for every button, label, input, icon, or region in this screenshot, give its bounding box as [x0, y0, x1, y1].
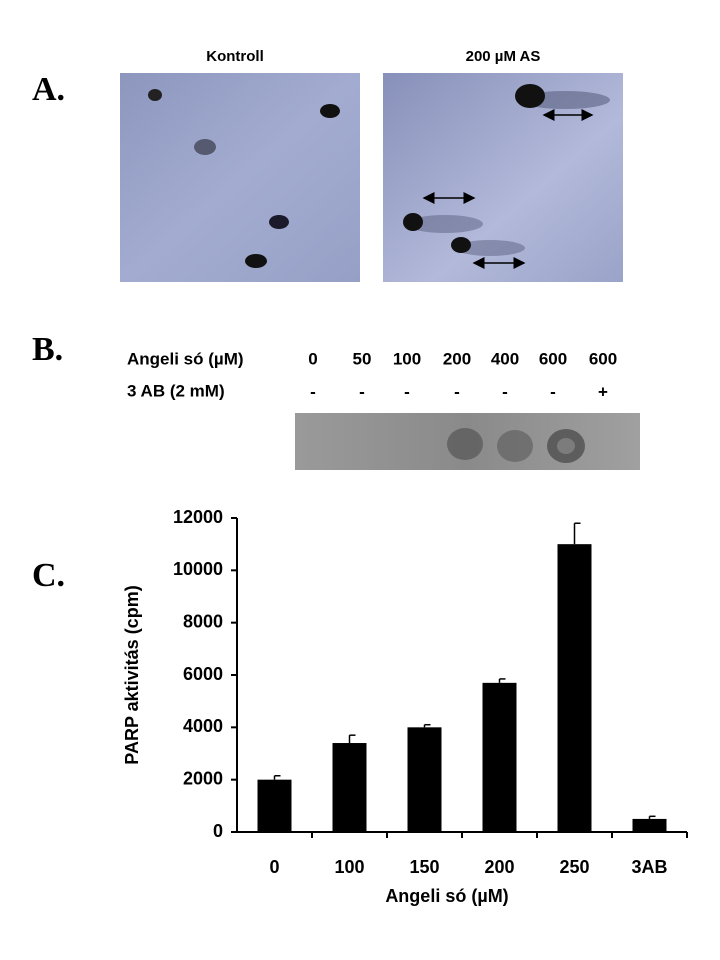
- y-tick-label: 6000: [183, 664, 223, 684]
- lane-label: 400: [491, 349, 519, 368]
- lane-sign: -: [550, 382, 556, 401]
- lane-sign: -: [310, 382, 316, 401]
- x-tick-label: 3AB: [631, 857, 667, 877]
- y-tick-label: 10000: [173, 559, 223, 579]
- error-bar: [423, 723, 431, 728]
- bar: [407, 727, 442, 832]
- image-caption: Kontroll: [206, 48, 264, 65]
- error-bar: [348, 734, 356, 744]
- panel-label: C.: [32, 557, 65, 594]
- bar: [482, 682, 517, 832]
- x-tick-label: 150: [409, 857, 439, 877]
- lane-label: 0: [308, 349, 317, 368]
- blot-row-label: 3 AB (2 mM): [127, 381, 225, 400]
- image-caption: 200 µM AS: [466, 48, 541, 65]
- x-tick-label: 100: [334, 857, 364, 877]
- lane-sign: -: [404, 382, 410, 401]
- blot-row-label: Angeli só (µM): [127, 349, 244, 368]
- lane-label: 50: [353, 349, 372, 368]
- panel-label: A.: [32, 71, 65, 108]
- lane-label: 600: [589, 349, 617, 368]
- error-bar: [573, 522, 581, 545]
- comet-image: [383, 73, 623, 282]
- error-bar: [498, 678, 506, 683]
- lane-sign: -: [454, 382, 460, 401]
- panel-label: B.: [32, 331, 63, 368]
- x-tick-label: 200: [484, 857, 514, 877]
- bar: [257, 779, 292, 832]
- x-tick-label: 0: [269, 857, 279, 877]
- y-tick-label: 12000: [173, 507, 223, 527]
- bar: [632, 818, 667, 832]
- y-tick-label: 4000: [183, 716, 223, 736]
- y-tick-label: 8000: [183, 611, 223, 631]
- comet-image: [120, 73, 360, 282]
- blot-image: [295, 413, 640, 470]
- y-tick-label: 0: [213, 821, 223, 841]
- lane-label: 600: [539, 349, 567, 368]
- x-tick-label: 250: [559, 857, 589, 877]
- lane-label: 100: [393, 349, 421, 368]
- y-axis-label: PARP aktivitás (cpm): [122, 585, 142, 764]
- error-bar: [273, 774, 281, 780]
- bar: [332, 743, 367, 832]
- error-bar: [648, 815, 656, 819]
- lane-sign: -: [359, 382, 365, 401]
- lane-sign: +: [598, 382, 608, 401]
- bar: [557, 544, 592, 832]
- lane-label: 200: [443, 349, 471, 368]
- y-tick-label: 2000: [183, 768, 223, 788]
- x-axis-label: Angeli só (µM): [385, 886, 508, 906]
- lane-sign: -: [502, 382, 508, 401]
